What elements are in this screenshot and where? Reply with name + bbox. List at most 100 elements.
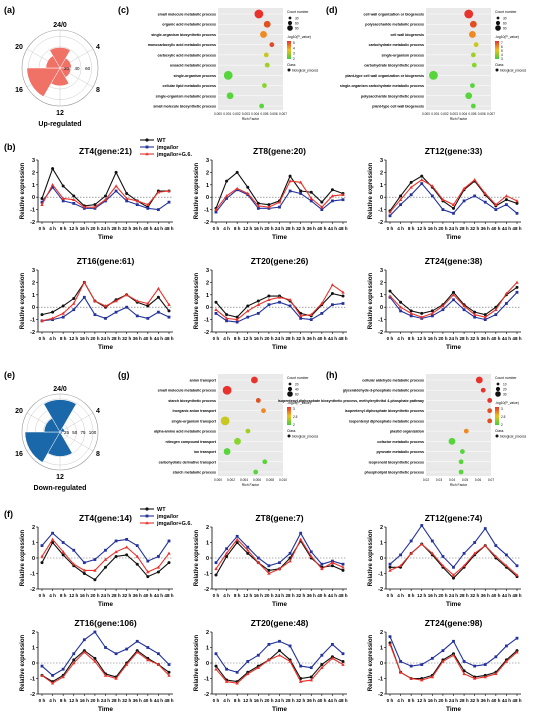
data-point-mutant — [494, 208, 498, 211]
go-bubble-point — [480, 387, 486, 393]
rose-sector-zt16 — [26, 67, 61, 98]
go-bubble-point — [469, 31, 476, 38]
data-point-rescue — [298, 537, 303, 541]
go-bubble-point — [473, 42, 479, 48]
data-point-mutant — [256, 312, 260, 315]
go-legend-count-title: Count number — [287, 376, 309, 380]
x-axis-label: Time — [272, 234, 287, 241]
go-legend-size-dot — [287, 25, 293, 31]
x-tick-label: 8 h — [234, 698, 241, 703]
data-point-mutant — [441, 208, 445, 211]
data-point-rescue — [256, 302, 261, 307]
rose-spoke — [59, 412, 94, 433]
x-tick-label: 32 h — [296, 593, 305, 598]
data-point-wt — [515, 201, 519, 205]
data-point-rescue — [224, 194, 229, 198]
data-point-rescue — [40, 554, 44, 558]
go-bubble-point — [471, 62, 477, 68]
x-tick-label: 32 h — [296, 226, 305, 231]
data-point-rescue — [114, 676, 118, 680]
data-point-wt — [225, 554, 229, 558]
data-point-rescue — [441, 304, 445, 308]
go-term-label: isopentenyl diphosphate biosynthetic pro… — [345, 409, 424, 413]
data-point-rescue — [430, 311, 435, 315]
rose-label-4: 4 — [96, 408, 100, 415]
data-point-mutant — [114, 539, 118, 543]
x-tick-label: 36 h — [307, 593, 316, 598]
data-point-rescue — [430, 184, 435, 188]
go-legend-p-title: -log10(P_value) — [287, 35, 311, 39]
rose-tick-label: 50 — [72, 430, 78, 435]
y-tick-label: 0 — [206, 661, 209, 667]
y-axis-label: Relative expression — [368, 162, 374, 219]
data-point-rescue — [167, 551, 171, 555]
x-tick-label: 32 h — [296, 698, 305, 703]
go-legend-p-tick: 6 — [501, 45, 503, 49]
go-legend-class-title: Class — [287, 429, 296, 433]
series-line-wt — [41, 649, 170, 683]
x-tick-label: 44 h — [328, 336, 337, 341]
x-axis-label: Time — [446, 706, 461, 713]
panel-label-e: (e) — [4, 370, 15, 380]
x-tick-label: 0 h — [387, 698, 394, 703]
go-legend-size-label: 60 — [295, 22, 299, 26]
series-line-wt — [41, 281, 170, 316]
data-point-mutant — [146, 206, 150, 210]
data-point-mutant — [430, 539, 434, 543]
legend-label-wt: WT — [157, 138, 166, 144]
panel-label-g: (g) — [118, 370, 130, 380]
data-point-rescue — [320, 301, 324, 305]
data-point-rescue — [309, 196, 313, 200]
y-tick-label: 1 — [206, 293, 209, 299]
go-bubble-point — [464, 9, 474, 19]
data-point-mutant — [320, 653, 324, 657]
data-point-rescue — [472, 676, 477, 680]
data-point-wt — [399, 194, 403, 198]
go-bubble-point — [234, 437, 241, 445]
go-legend-class-item: biological_process — [292, 68, 319, 72]
data-point-rescue — [309, 312, 313, 316]
x-axis-label: Time — [272, 601, 287, 608]
go-term-label: ion transport — [194, 450, 217, 454]
data-point-rescue — [320, 205, 324, 209]
go-term-label: anion transport — [190, 379, 217, 383]
rose-label-bottom: 12 — [56, 474, 64, 481]
data-point-wt — [515, 285, 519, 289]
data-point-mutant — [72, 548, 76, 552]
y-tick-label: -1 — [30, 677, 35, 683]
x-tick-label: 28 h — [285, 226, 294, 231]
y-tick-label: 1 — [32, 293, 35, 299]
y-axis-label: Relative expression — [20, 272, 26, 329]
data-point-mutant — [214, 312, 218, 315]
x-tick-label: 48 h — [164, 336, 173, 341]
data-point-rescue — [146, 570, 150, 574]
series-line-wt — [389, 642, 518, 680]
go-x-axis-label: Rich Factor — [242, 117, 260, 121]
data-point-rescue — [61, 550, 65, 554]
data-point-rescue — [156, 286, 161, 290]
data-point-mutant — [93, 630, 97, 634]
x-tick-label: 0 h — [213, 226, 220, 231]
data-point-mutant — [167, 663, 171, 666]
go-bubble-point — [262, 83, 267, 88]
y-tick-label: 0 — [380, 556, 383, 562]
x-tick-label: 44 h — [154, 336, 163, 341]
data-point-mutant — [246, 545, 250, 549]
y-tick-label: 2 — [32, 170, 35, 176]
go-term-label: organic acid metabolic process — [162, 23, 216, 27]
x-tick-label: 12 h — [243, 593, 252, 598]
go-bubble-point — [429, 70, 438, 80]
y-tick-label: 1 — [32, 646, 35, 652]
data-point-mutant — [420, 663, 424, 666]
x-tick-label: 4 h — [49, 336, 56, 341]
data-point-rescue — [103, 304, 108, 308]
data-point-rescue — [441, 563, 445, 568]
data-point-wt — [388, 565, 392, 569]
x-axis-label: Time — [98, 344, 113, 351]
x-tick-label: 16 h — [428, 226, 437, 231]
data-point-rescue — [398, 563, 403, 568]
data-point-rescue — [430, 551, 435, 555]
data-point-mutant — [452, 211, 455, 215]
go-bubble-point — [263, 20, 271, 28]
